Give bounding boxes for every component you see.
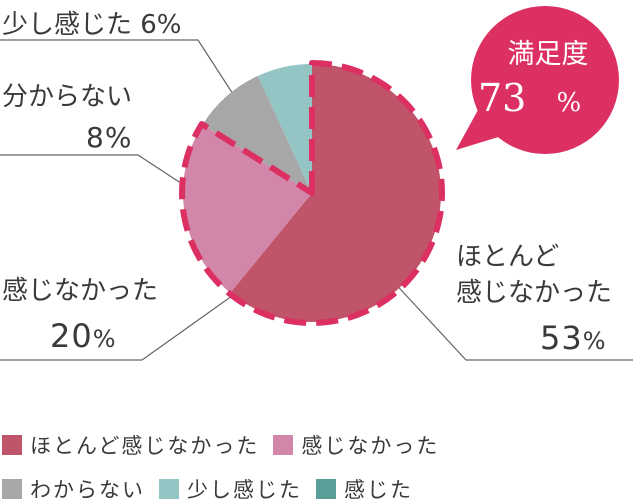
label-wakaranai-pct-unit: %: [104, 121, 133, 154]
legend-label: わからない: [30, 478, 145, 502]
legend-item: 感じなかった: [273, 430, 439, 460]
pie-slice: [230, 64, 442, 322]
satisfaction-callout: [456, 6, 619, 154]
label-kanjinakatta: 感じなかった: [2, 276, 159, 306]
label-wakaranai-pct-value: 8: [86, 121, 105, 154]
legend-label: 感じた: [344, 478, 413, 502]
legend-label: 少し感じた: [187, 478, 302, 502]
satisfaction-highlight-outline: [179, 60, 445, 326]
legend-swatch: [316, 479, 336, 499]
leader-line: [0, 285, 247, 361]
callout-tail: [456, 110, 505, 150]
label-hotondo-pct-value: 53: [540, 319, 583, 357]
legend-swatch: [2, 479, 22, 499]
leader-line: [0, 39, 243, 109]
legend-swatch: [2, 435, 22, 455]
label-wakaranai-pct: 8%: [86, 124, 132, 152]
callout-circle: [471, 6, 619, 154]
legend-label: ほとんど感じなかった: [30, 434, 260, 458]
callout-value: 73 %: [478, 76, 608, 120]
legend-item: 感じた: [316, 474, 413, 504]
label-hotondo-line2: 感じなかった: [456, 278, 613, 308]
pie-slice: [257, 64, 312, 193]
label-hotondo-pct-unit: %: [582, 327, 607, 355]
label-sukoshi-kanjita: 少し感じた 6%: [2, 10, 182, 40]
legend-row-2: わからない 少し感じた 感じた: [2, 474, 427, 504]
label-hotondo-line1: ほとんど: [456, 242, 560, 272]
legend-swatch: [159, 479, 179, 499]
callout-value-number: 73: [478, 76, 527, 120]
label-kanjinakatta-pct-value: 20: [50, 317, 93, 355]
label-wakaranai: 分からない: [2, 82, 133, 112]
label-kanjinakatta-pct: 20%: [50, 320, 117, 352]
callout-title: 満足度: [507, 39, 589, 70]
legend-swatch: [273, 435, 294, 455]
label-kanjinakatta-pct-unit: %: [92, 325, 117, 353]
pie-chart: [0, 6, 633, 361]
leader-line: [389, 277, 633, 361]
legend-item: 少し感じた: [159, 474, 302, 504]
legend-item: ほとんど感じなかった: [2, 430, 259, 460]
pie-slice: [202, 75, 312, 193]
leader-line: [0, 154, 197, 194]
label-hotondo-pct: 53%: [540, 322, 607, 354]
callout-value-unit: %: [556, 88, 582, 118]
legend-item: わからない: [2, 474, 145, 504]
pie-slice: [182, 124, 312, 293]
legend-row-1: ほとんど感じなかった 感じなかった: [2, 430, 453, 460]
legend-label: 感じなかった: [301, 434, 440, 458]
